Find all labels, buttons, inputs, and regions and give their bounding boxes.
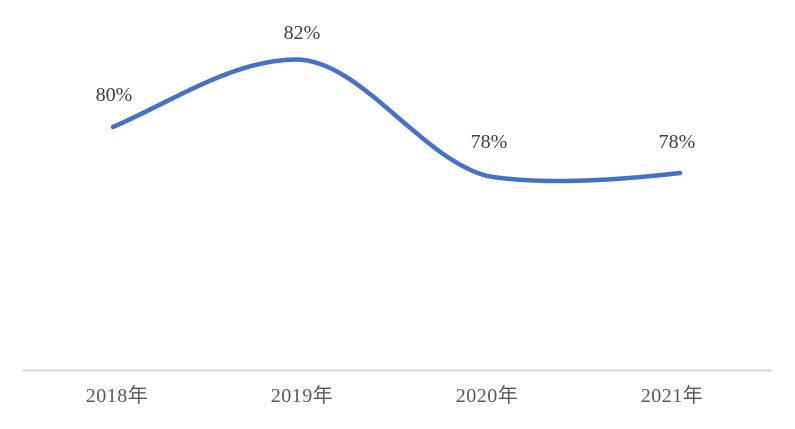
axis-label-2020: 2020年: [455, 385, 519, 407]
data-label-2018: 80%: [95, 84, 133, 106]
data-label-2021: 78%: [658, 131, 696, 153]
axis-label-2019: 2019年: [270, 385, 334, 407]
series-line: [110, 57, 683, 184]
data-label-2019: 82%: [283, 22, 321, 44]
axis-label-2021: 2021年: [640, 385, 704, 407]
data-label-2020: 78%: [470, 131, 508, 153]
axis-label-2018: 2018年: [85, 385, 149, 407]
